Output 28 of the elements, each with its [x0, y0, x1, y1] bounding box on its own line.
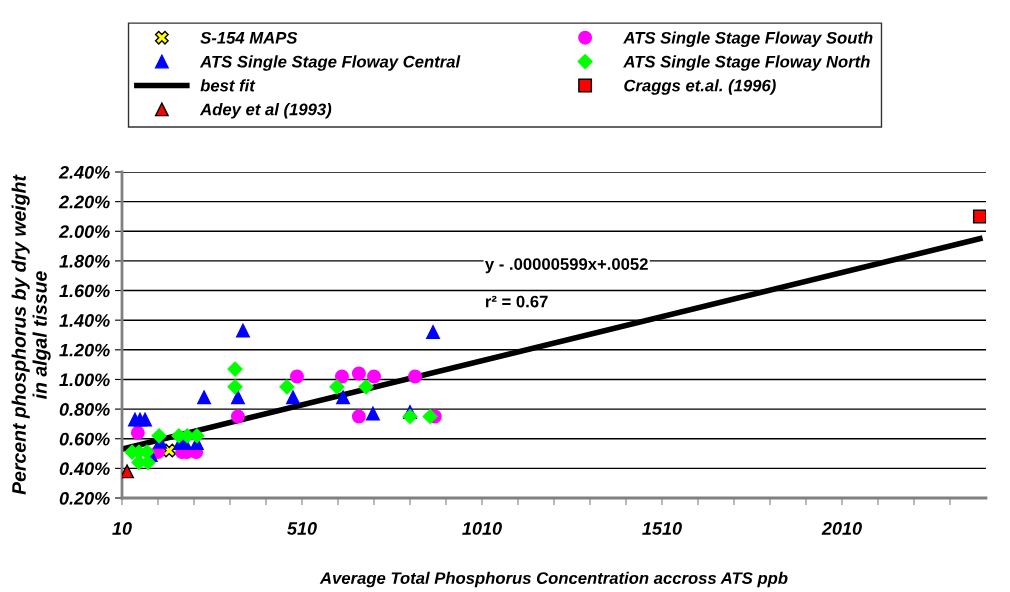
x-tick-label: 510 — [287, 522, 317, 535]
legend-label: ATS Single Stage Floway North — [623, 55, 870, 71]
y-tick-label: 0.40% — [59, 462, 110, 476]
y-tick-label: 1.60% — [59, 284, 110, 298]
y-tick-label: 2.40% — [58, 165, 110, 179]
y-tick-label: 0.80% — [59, 403, 110, 416]
y-tick-label: 2.20% — [58, 195, 110, 209]
x-axis-title: Average Total Phosphorus Concentration accross ATS ppb — [319, 571, 788, 588]
y-tick-label: 1.00% — [59, 373, 110, 387]
legend-label: ATS Single Stage Floway Central — [199, 55, 461, 71]
legend-label: Adey et al (1993) — [199, 103, 332, 119]
y-tick-label: 2.00% — [58, 225, 110, 238]
y-tick-label: 0.60% — [59, 432, 110, 446]
y-tick-label: 1.80% — [59, 254, 110, 268]
annotation: y - .00000599x+.0052 — [485, 258, 648, 274]
y-axis-title: Percent phosphorus by dry weight in algal tissue — [11, 174, 51, 495]
y-tick-label: 1.40% — [59, 314, 110, 327]
y-tick-label: 1.20% — [59, 343, 110, 357]
annotation: r² = 0.67 — [485, 295, 548, 308]
y-tick-label: 0.20% — [59, 491, 110, 505]
x-tick-label: 2010 — [821, 522, 862, 535]
x-tick-label: 10 — [112, 522, 132, 535]
x-tick-label: 1510 — [642, 522, 682, 535]
legend-label: Craggs et.al. (1996) — [624, 79, 776, 95]
x-tick-label: 1010 — [462, 522, 502, 535]
legend-label: best fit — [200, 79, 256, 92]
legend-label: S-154 MAPS — [200, 31, 298, 44]
legend-label: ATS Single Stage Floway South — [623, 31, 873, 47]
